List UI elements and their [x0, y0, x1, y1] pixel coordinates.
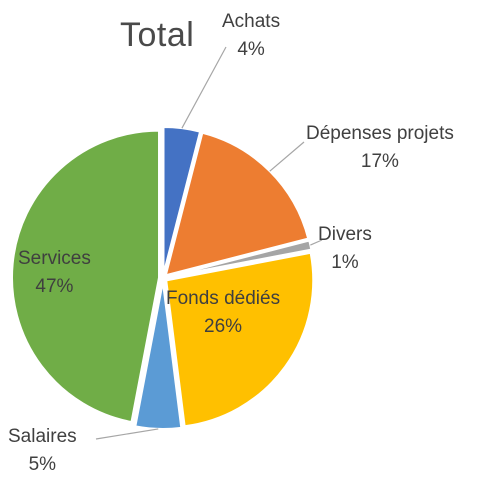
leader-line-divers — [310, 239, 323, 246]
slice-label-divers-value: 1% — [331, 252, 359, 273]
slice-label-depenses-projets-name: Dépenses projets — [306, 123, 454, 144]
pie-slice-salaires — [134, 281, 183, 430]
pie-slice-achats — [162, 126, 202, 275]
slice-label-depenses-projets-value: 17% — [360, 151, 399, 172]
slice-label-achats: Achats 4% — [222, 8, 280, 64]
leader-line-depenses-projets — [269, 141, 305, 172]
slice-label-achats-value: 4% — [237, 39, 265, 60]
slice-label-services-name: Services — [18, 248, 91, 269]
slice-label-fonds-dedies-value: 26% — [204, 316, 243, 337]
leader-line-salaires — [95, 428, 159, 440]
leader-line-achats — [181, 46, 227, 129]
slice-label-fonds-dedies-name: Fonds dédiés — [166, 288, 281, 309]
slice-label-salaires-name: Salaires — [8, 426, 77, 447]
chart-title: Total — [120, 16, 195, 54]
slice-label-achats-name: Achats — [222, 11, 281, 32]
pie-slice-services — [11, 129, 161, 424]
slice-label-services-value: 47% — [35, 276, 74, 297]
slice-label-depenses-projets: Dépenses projets 17% — [306, 120, 454, 176]
slice-label-salaires: Salaires 5% — [8, 423, 77, 479]
slice-label-divers: Divers 1% — [318, 221, 372, 277]
pie-slice-fonds-d-di-s — [165, 251, 315, 428]
slice-label-divers-name: Divers — [318, 224, 372, 245]
slice-label-salaires-value: 5% — [28, 454, 57, 475]
slice-label-fonds-dedies: Fonds dédiés 26% — [166, 285, 280, 341]
slice-label-services: Services 47% — [18, 245, 91, 301]
